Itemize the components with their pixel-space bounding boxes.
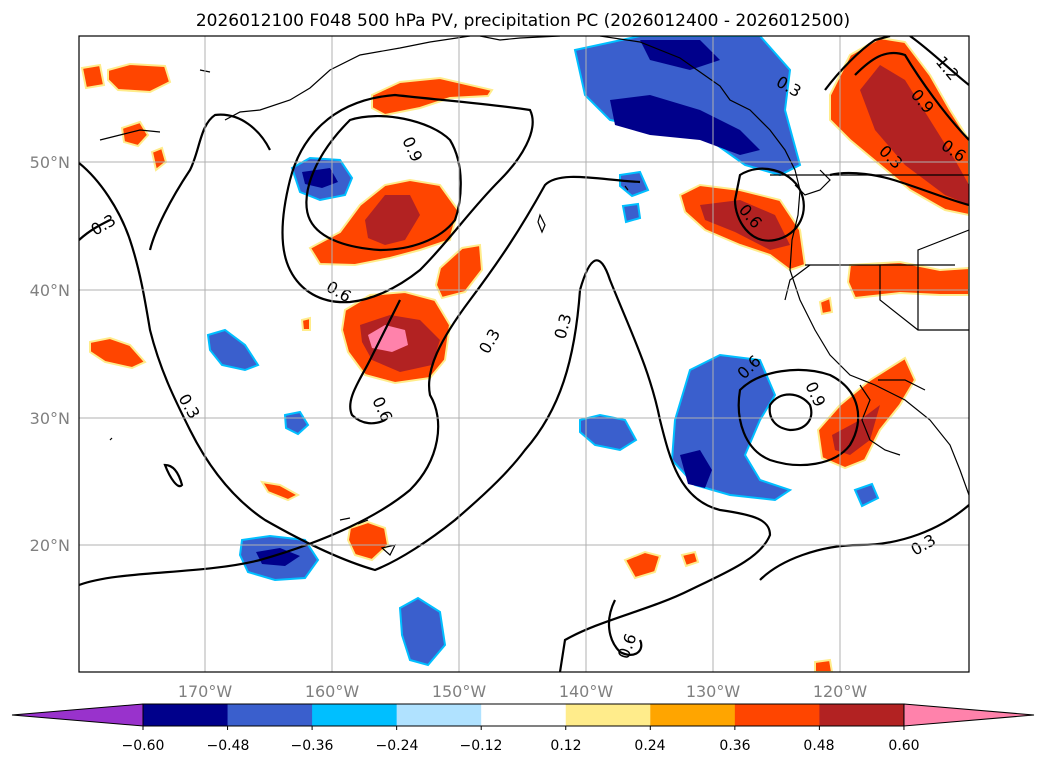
colorbar-segment — [734, 704, 820, 726]
colorbar-tick-label: −0.12 — [460, 738, 503, 754]
colorbar-frame — [142, 703, 905, 727]
colorbar-extend-max — [903, 703, 1035, 727]
lon-label-130w: 130°W — [686, 682, 741, 701]
colorbar-tick-label: −0.36 — [291, 738, 334, 754]
colorbar-segment — [481, 704, 567, 726]
gridlines — [79, 36, 969, 672]
positive-small-4 — [107, 62, 172, 94]
colorbar-ticks: −0.60 −0.48 −0.36 −0.24 −0.12 0.12 0.24 … — [122, 738, 920, 754]
positive-small-5 — [89, 336, 147, 370]
positive-small-2 — [371, 76, 494, 117]
colorbar-segment — [819, 704, 905, 726]
colorbar-segment — [312, 704, 398, 726]
colorbar-segment — [650, 704, 736, 726]
positive-small-3 — [80, 63, 106, 90]
colorbar: −0.60 −0.48 −0.36 −0.24 −0.12 0.12 0.24 … — [11, 703, 1035, 754]
coastlines — [99, 36, 969, 556]
positive-small-13 — [818, 296, 834, 316]
lon-label-120w: 120°W — [813, 682, 868, 701]
positive-small-11 — [814, 658, 834, 672]
colorbar-tick-label: −0.48 — [207, 738, 250, 754]
lat-label-20n: 20°N — [30, 536, 70, 555]
negative-small-8 — [853, 482, 880, 508]
map-frame — [78, 35, 970, 673]
negative-small-1-core — [302, 168, 338, 188]
colorbar-segments — [11, 703, 1035, 730]
negative-core-gulf-alaska — [610, 95, 760, 155]
negative-small-4-core — [256, 548, 300, 566]
positive-small-12 — [680, 550, 700, 568]
colorbar-segment — [227, 704, 313, 726]
negative-small-5 — [398, 596, 447, 667]
positive-core-north-central — [365, 195, 420, 245]
colorbar-tick-label: 0.24 — [634, 738, 665, 754]
colorbar-tick-label: 0.36 — [719, 738, 750, 754]
positive-small-6 — [346, 520, 390, 562]
map-panel: 0.3 0.3 0.3 0.3 0.3 0.6 0.6 0.6 0.6 0.6 … — [30, 35, 970, 701]
positive-small-14 — [300, 316, 311, 331]
lat-label-30n: 30°N — [30, 409, 70, 428]
colorbar-tick-label: 0.60 — [888, 738, 919, 754]
positive-small-10 — [260, 480, 301, 502]
lon-label-140w: 140°W — [559, 682, 614, 701]
negative-core-east-pacific — [680, 450, 712, 488]
negative-small-3 — [579, 413, 638, 452]
negative-core-north — [640, 40, 720, 70]
figure-title: 2026012100 F048 500 hPa PV, precipitatio… — [196, 11, 850, 31]
lon-label-150w: 150°W — [432, 682, 487, 701]
colorbar-tick-label: −0.60 — [122, 738, 165, 754]
negative-small-2 — [206, 328, 260, 372]
negative-small-7 — [619, 170, 650, 198]
lat-label-40n: 40°N — [30, 281, 70, 300]
colorbar-segment — [143, 704, 229, 726]
lon-labels: 170°W 160°W 150°W 140°W 130°W 120°W — [178, 682, 868, 701]
lon-label-160w: 160°W — [305, 682, 360, 701]
lat-labels: 50°N 40°N 30°N 20°N — [30, 153, 70, 555]
lat-label-50n: 50°N — [30, 153, 70, 172]
lon-label-170w: 170°W — [178, 682, 233, 701]
positive-small-8 — [120, 120, 150, 148]
colorbar-tick-label: −0.24 — [376, 738, 419, 754]
pv-contours — [79, 36, 969, 672]
precip-shading — [80, 36, 969, 672]
colorbar-segment — [565, 704, 651, 726]
positive-small-7 — [623, 550, 662, 580]
colorbar-tick-label: 0.12 — [550, 738, 581, 754]
positive-core-pnw — [860, 65, 969, 205]
negative-small-9 — [621, 202, 642, 224]
positive-core-oregon — [700, 200, 790, 250]
colorbar-tick-label: 0.48 — [803, 738, 834, 754]
colorbar-extend-min — [11, 703, 144, 727]
colorbar-segment — [396, 704, 482, 726]
